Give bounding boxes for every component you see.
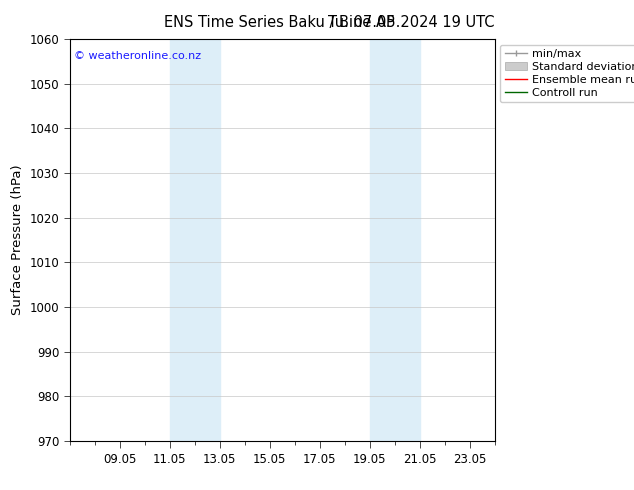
Bar: [170, 39, 219, 441]
Text: Tu. 07.05.2024 19 UTC: Tu. 07.05.2024 19 UTC: [328, 15, 495, 30]
Text: ENS Time Series Baku / Bine AP: ENS Time Series Baku / Bine AP: [164, 15, 394, 30]
Y-axis label: Surface Pressure (hPa): Surface Pressure (hPa): [11, 165, 24, 316]
Bar: [370, 39, 420, 441]
Legend: min/max, Standard deviation, Ensemble mean run, Controll run: min/max, Standard deviation, Ensemble me…: [500, 45, 634, 102]
Text: © weatheronline.co.nz: © weatheronline.co.nz: [74, 51, 201, 61]
